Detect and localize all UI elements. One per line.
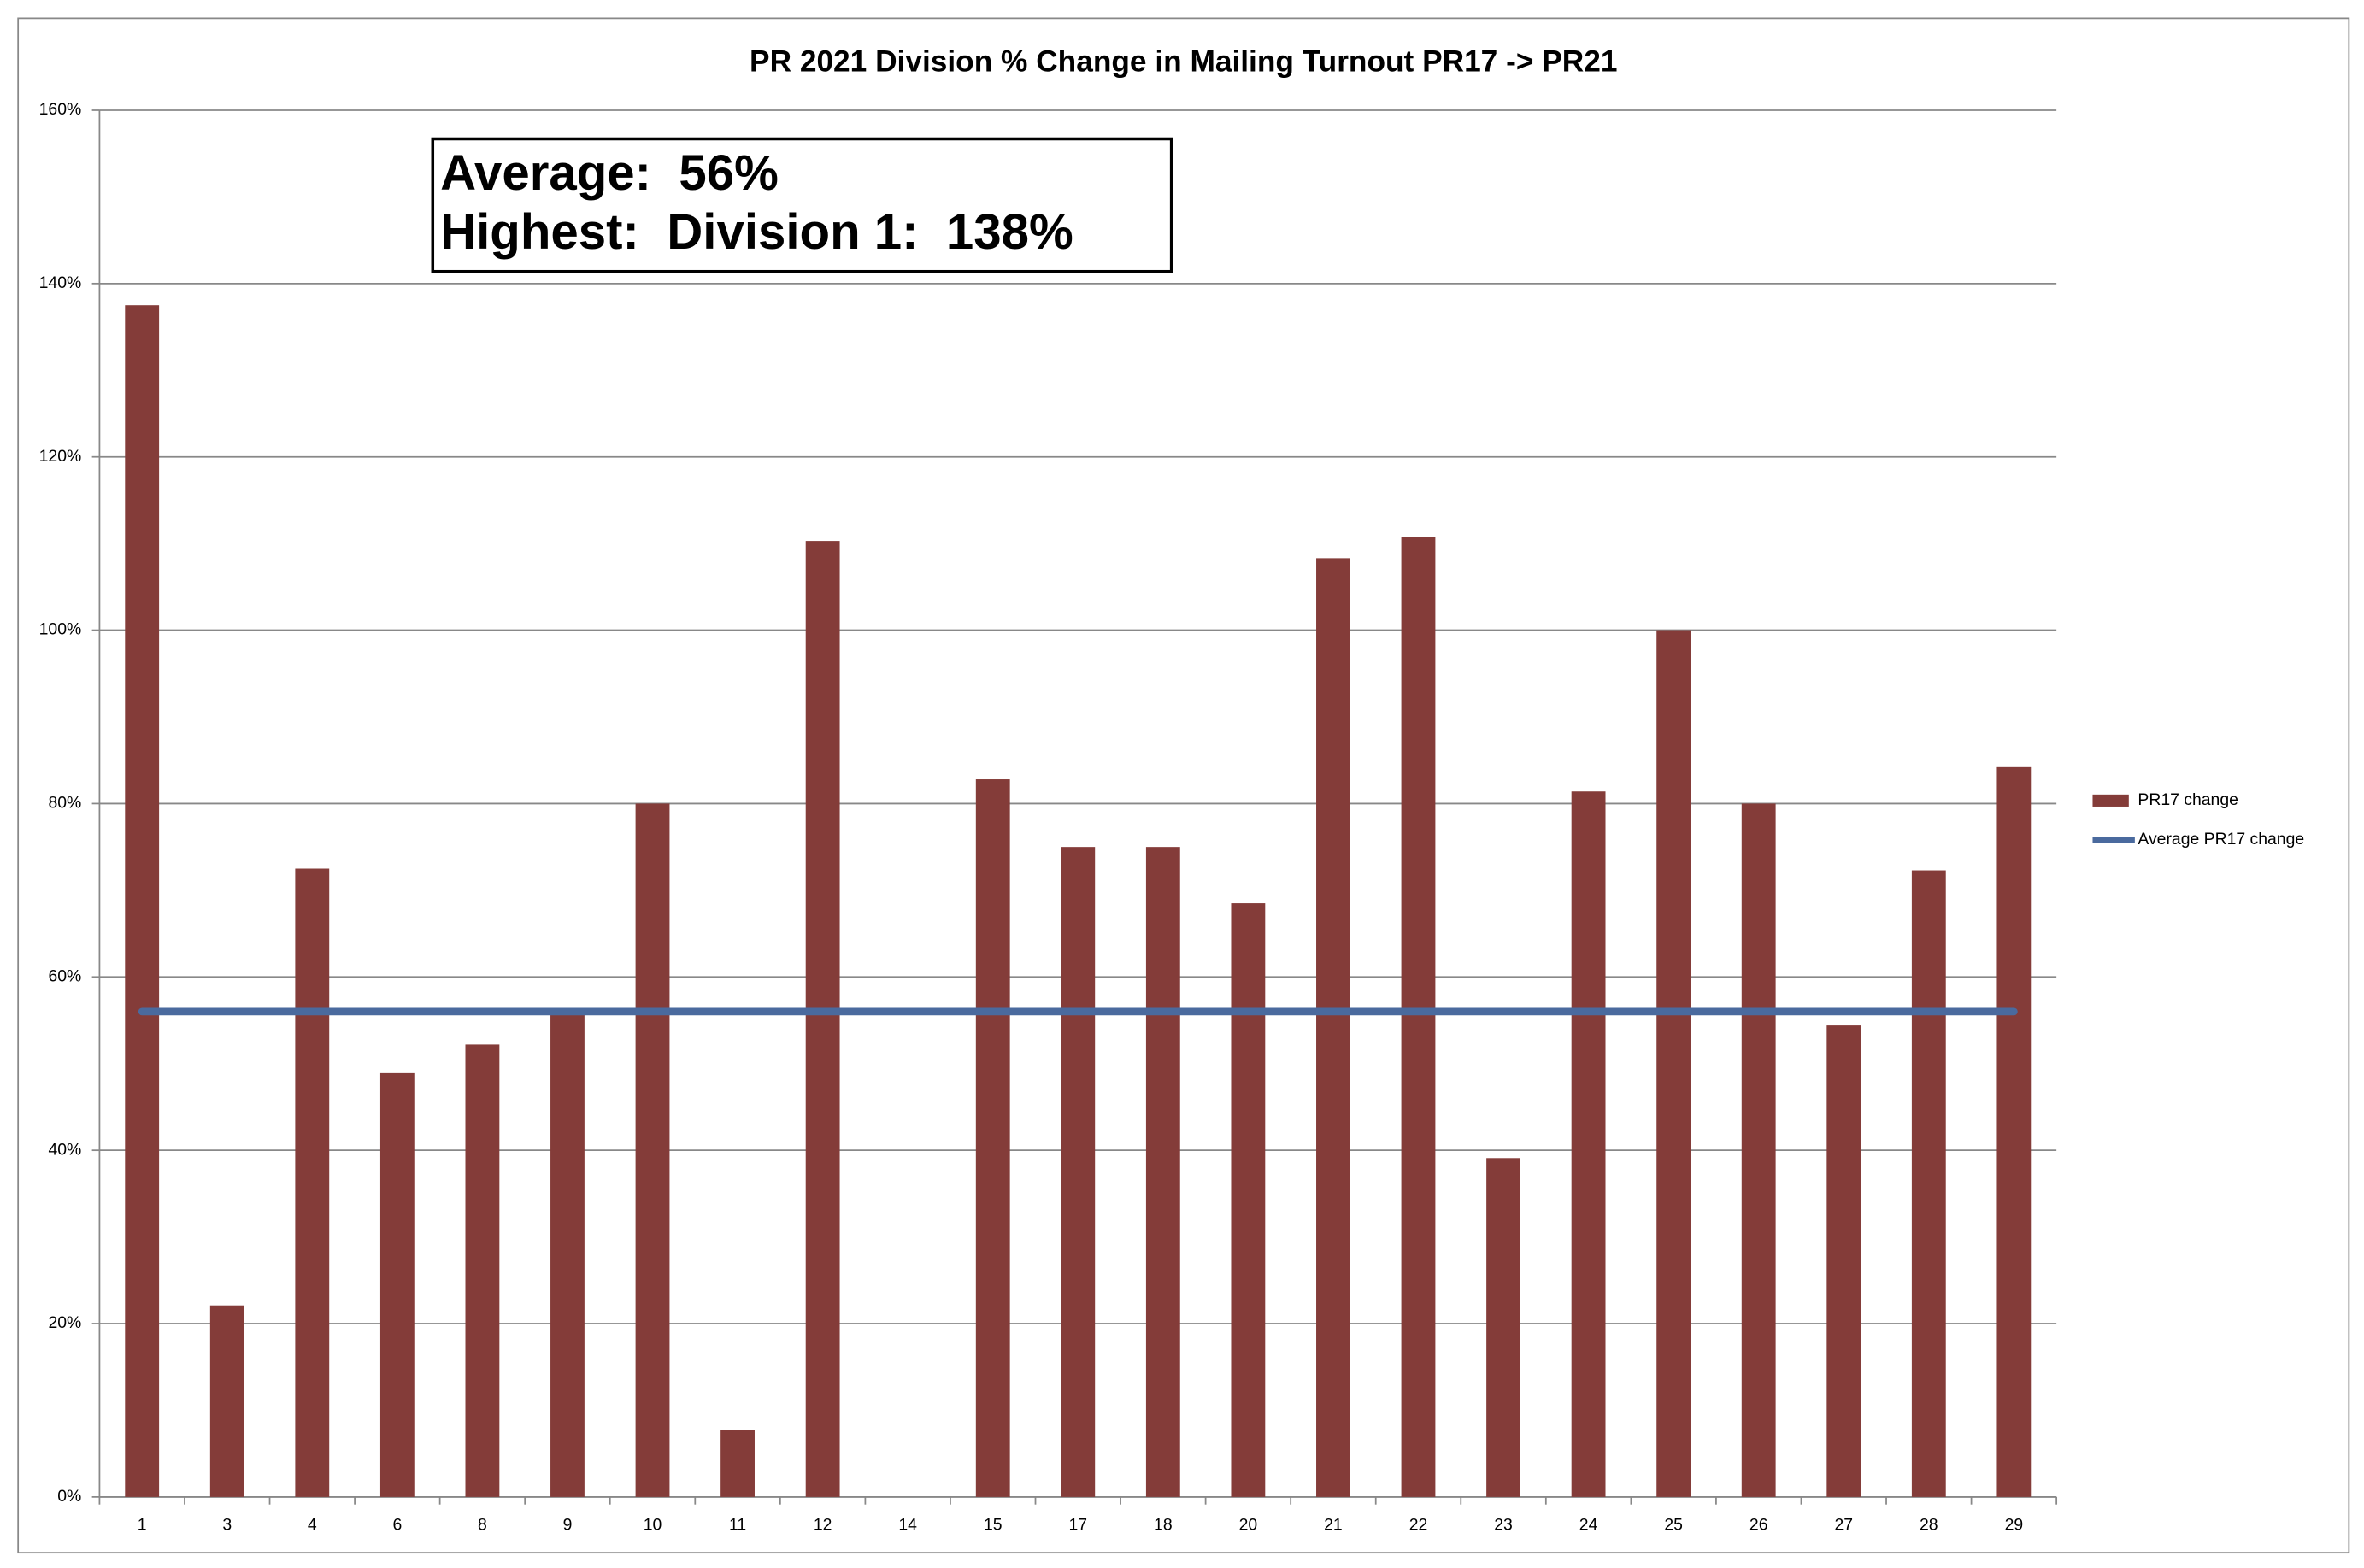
bar xyxy=(1656,630,1691,1497)
bar xyxy=(805,541,840,1497)
bar xyxy=(1741,803,1776,1497)
bar xyxy=(1316,558,1350,1497)
y-tick-label: 80% xyxy=(48,794,81,813)
x-tick-label: 17 xyxy=(1068,1516,1087,1535)
x-tick-label: 25 xyxy=(1664,1516,1683,1535)
bar xyxy=(1911,870,1946,1497)
x-tick-label: 29 xyxy=(2005,1516,2024,1535)
bar xyxy=(1061,847,1096,1497)
bar xyxy=(635,803,670,1497)
x-tick-label: 11 xyxy=(729,1516,746,1535)
bar xyxy=(379,1072,415,1497)
plot-area: 0% 20% 40% 60% 80% 100% 120% 140% 160% 1 3 4 6 8 9 10 11… xyxy=(39,100,2058,1535)
y-tick-label: 40% xyxy=(48,1140,81,1159)
x-tick-label: 18 xyxy=(1154,1516,1173,1535)
x-tick-label: 10 xyxy=(644,1516,662,1535)
bar xyxy=(1571,791,1606,1497)
x-tick-label: 4 xyxy=(308,1516,317,1535)
annotation: Highest: Division 1: 138% xyxy=(440,204,1073,260)
bar xyxy=(1826,1025,1861,1497)
x-tick-label: 9 xyxy=(563,1516,573,1535)
annotation: Average: 56% xyxy=(440,145,779,201)
x-tick-label: 14 xyxy=(898,1516,917,1535)
x-tick-label: 27 xyxy=(1834,1516,1853,1535)
bar xyxy=(550,1013,585,1497)
bar xyxy=(465,1044,500,1497)
x-tick-label: 22 xyxy=(1409,1516,1428,1535)
bar xyxy=(975,779,1010,1497)
y-tick-label: 0% xyxy=(57,1487,81,1506)
x-tick-label: 8 xyxy=(478,1516,487,1535)
bar xyxy=(295,868,330,1497)
legend-swatch xyxy=(2092,794,2129,807)
bar xyxy=(209,1305,244,1497)
bar xyxy=(1231,903,1266,1497)
x-tick-label: 3 xyxy=(222,1516,232,1535)
x-tick-label: 20 xyxy=(1239,1516,1258,1535)
x-tick-label: 21 xyxy=(1324,1516,1343,1535)
bar xyxy=(1486,1158,1520,1497)
x-tick-label: 28 xyxy=(1920,1516,1938,1535)
y-tick-label: 120% xyxy=(39,447,82,466)
bar xyxy=(1401,537,1436,1497)
x-tick-label: 26 xyxy=(1749,1516,1768,1535)
x-tick-label: 24 xyxy=(1579,1516,1598,1535)
y-tick-label: 100% xyxy=(39,620,82,639)
bar xyxy=(125,305,160,1497)
y-tick-label: 20% xyxy=(48,1313,81,1332)
bar xyxy=(720,1430,755,1497)
y-tick-label: 60% xyxy=(48,966,81,985)
bar xyxy=(1145,847,1180,1497)
x-tick-label: 15 xyxy=(984,1516,1003,1535)
annotation-box xyxy=(431,137,1173,273)
y-tick-label: 140% xyxy=(39,273,82,292)
chart-title: PR 2021 Division % Change in Mailing Tur… xyxy=(750,45,1617,79)
legend-label: PR17 change xyxy=(2138,790,2238,809)
x-tick-label: 12 xyxy=(814,1516,832,1535)
x-tick-label: 23 xyxy=(1494,1516,1513,1535)
y-tick-label: 160% xyxy=(39,100,82,119)
x-tick-label: 6 xyxy=(392,1516,402,1535)
bar xyxy=(1996,766,2032,1497)
x-tick-label: 1 xyxy=(138,1516,147,1535)
legend-label: Average PR17 change xyxy=(2138,830,2304,849)
